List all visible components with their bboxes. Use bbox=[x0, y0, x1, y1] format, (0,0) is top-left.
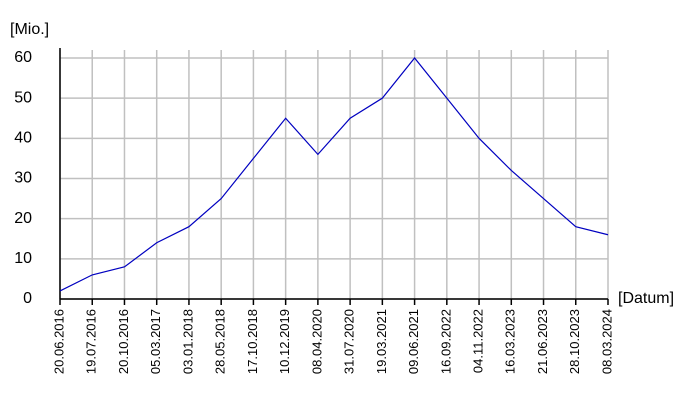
x-tick-label: 03.01.2018 bbox=[180, 309, 195, 374]
y-tick-label: 60 bbox=[14, 49, 32, 66]
y-tick-label: 0 bbox=[23, 290, 32, 307]
x-tick-label: 20.10.2016 bbox=[116, 309, 131, 374]
y-tick-label: 10 bbox=[14, 250, 32, 267]
x-axis-label: [Datum] bbox=[618, 290, 674, 307]
x-tick-label: 09.06.2021 bbox=[406, 309, 421, 374]
y-axis-label: [Mio.] bbox=[10, 21, 49, 38]
x-tick-label: 28.05.2018 bbox=[213, 309, 228, 374]
x-tick-label: 08.04.2020 bbox=[309, 309, 324, 374]
y-tick-label: 20 bbox=[14, 210, 32, 227]
x-tick-label: 04.11.2022 bbox=[470, 309, 485, 373]
y-tick-label: 50 bbox=[14, 89, 32, 106]
y-tick-label: 30 bbox=[14, 170, 32, 187]
y-tick-label: 40 bbox=[14, 130, 32, 147]
x-tick-label: 21.06.2023 bbox=[535, 309, 550, 374]
x-tick-label: 28.10.2023 bbox=[567, 309, 582, 374]
x-tick-label: 10.12.2019 bbox=[277, 309, 292, 374]
x-tick-label: 31.07.2020 bbox=[342, 309, 357, 374]
data-line bbox=[59, 57, 609, 292]
x-tick-label: 08.03.2024 bbox=[599, 309, 614, 374]
x-tick-label: 19.07.2016 bbox=[84, 309, 99, 374]
x-tick-label: 05.03.2017 bbox=[148, 309, 163, 374]
x-tick-label: 19.03.2021 bbox=[374, 309, 389, 374]
x-tick-label: 16.09.2022 bbox=[438, 309, 453, 374]
x-tick-label: 17.10.2018 bbox=[245, 309, 260, 374]
x-tick-label: 20.06.2016 bbox=[51, 309, 66, 374]
x-tick-label: 16.03.2023 bbox=[503, 309, 518, 374]
